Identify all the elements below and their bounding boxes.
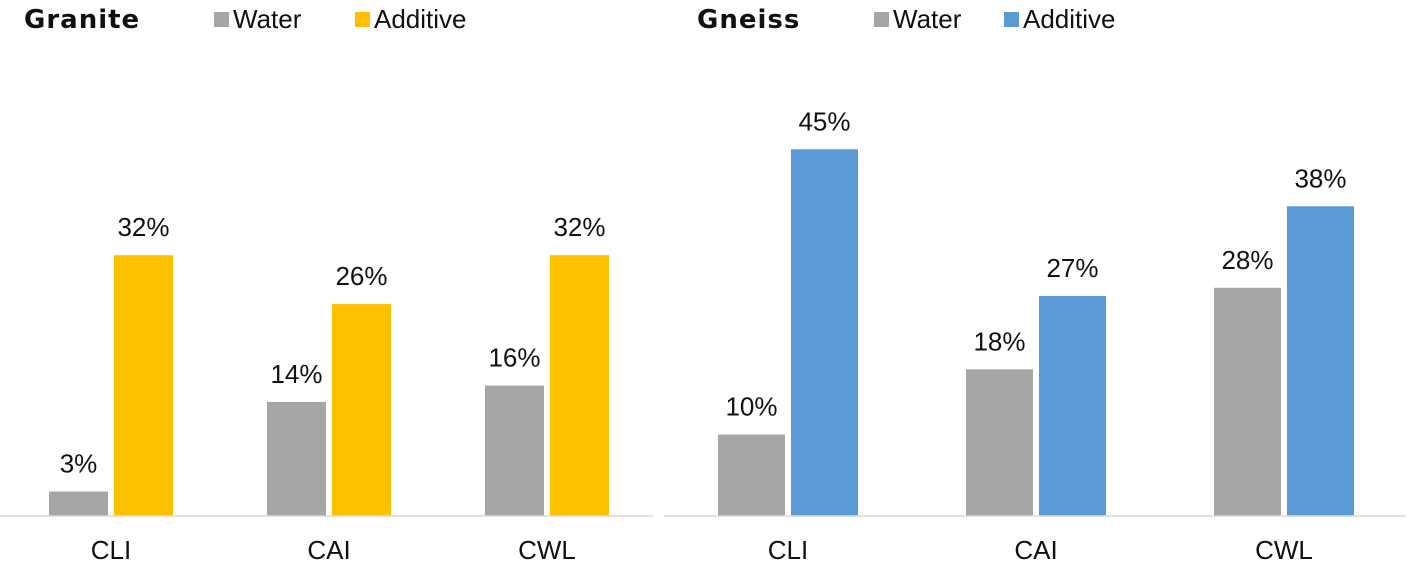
plot-area: 10% 45% CLI 18% 27% CAI 28% 38% CWL [718,106,1354,562]
bar-water-cwl [1214,287,1281,516]
x-tick-label: CLI [768,535,808,562]
data-label-water-cwl: 16% [488,343,540,373]
data-label-water-cai: 14% [270,359,322,389]
bar-additive-cai [332,304,391,516]
legend-label-additive: Additive [1023,4,1116,34]
legend-label-additive: Additive [374,4,467,34]
bar-additive-cli [791,149,858,516]
plot-area: 3% 32% CLI 14% 26% CAI 16% 32% CWL [49,212,609,562]
x-tick-label: CWL [518,535,576,562]
data-label-water-cwl: 28% [1221,245,1273,275]
legend-label-water: Water [233,4,302,34]
data-label-additive-cwl: 38% [1294,163,1346,193]
legend: Water Additive [874,4,1116,34]
legend-label-water: Water [893,4,962,34]
data-label-water-cai: 18% [973,326,1025,356]
bar-water-cai [267,401,326,516]
bar-water-cli [718,434,785,516]
chart-title: Gneiss [697,5,800,35]
data-label-additive-cli: 45% [798,106,850,136]
bar-additive-cli [114,255,173,516]
x-tick-label: CAI [307,535,350,562]
legend-swatch-additive [1004,12,1019,27]
legend-swatch-water [214,12,229,27]
bar-water-cwl [485,385,544,516]
data-label-water-cli: 10% [725,392,777,422]
x-tick-label: CWL [1255,535,1313,562]
granite-chart: Granite Water Additive 3% 32% CLI 14% 26% CAI… [0,4,653,562]
legend: Water Additive [214,4,467,34]
bar-water-cli [49,491,108,516]
bar-water-cai [966,369,1033,516]
data-label-water-cli: 3% [60,449,98,479]
bar-additive-cai [1039,295,1106,516]
data-label-additive-cli: 32% [117,212,169,242]
data-label-additive-cai: 27% [1046,253,1098,283]
chart-title: Granite [24,5,140,35]
legend-swatch-additive [355,12,370,27]
x-tick-label: CLI [91,535,131,562]
gneiss-chart: Gneiss Water Additive 10% 45% CLI 18% 27% CAI… [664,4,1406,562]
bar-additive-cwl [550,255,609,516]
legend-swatch-water [874,12,889,27]
data-label-additive-cwl: 32% [553,212,605,242]
bar-additive-cwl [1287,206,1354,517]
data-label-additive-cai: 26% [335,261,387,291]
x-tick-label: CAI [1014,535,1057,562]
